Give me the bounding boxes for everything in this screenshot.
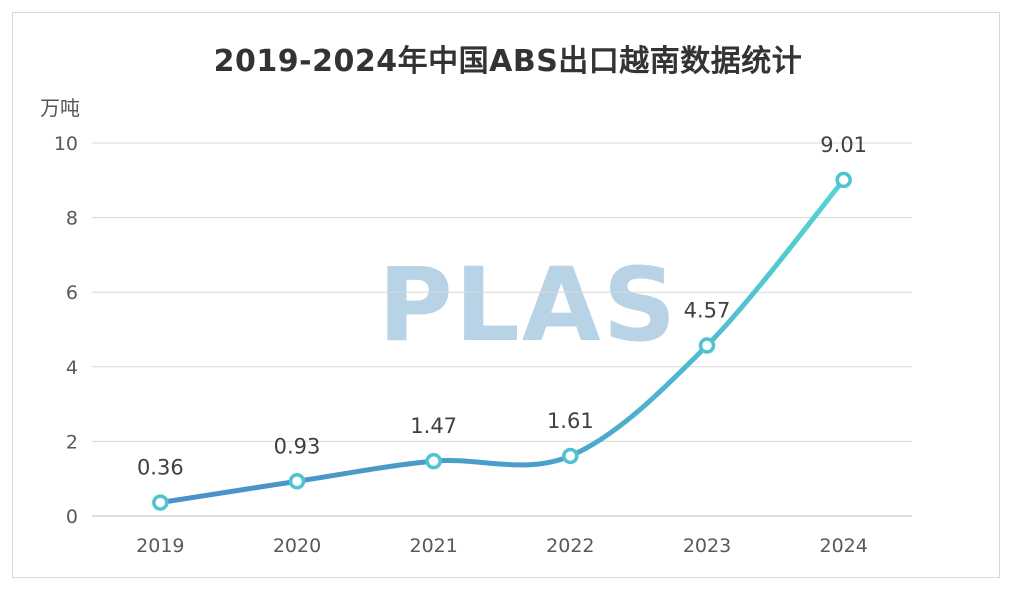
chart-frame [12, 12, 1000, 578]
x-tick-label: 2020 [273, 535, 321, 557]
data-point-marker[interactable] [288, 473, 306, 490]
x-tick-label: 2024 [819, 535, 867, 557]
chart-title: 2019-2024年中国ABS出口越南数据统计 [213, 44, 803, 79]
data-point-marker[interactable] [152, 494, 169, 511]
watermark-logo: PLAS [378, 246, 678, 365]
y-tick-label: 0 [66, 506, 78, 528]
y-axis-unit-label: 万吨 [40, 96, 80, 120]
data-label: 4.57 [684, 299, 731, 323]
x-tick-label: 2021 [409, 535, 457, 557]
data-point-marker[interactable] [835, 171, 852, 189]
y-tick-label: 8 [66, 208, 78, 230]
data-point-marker[interactable] [425, 452, 442, 470]
data-label: 1.47 [410, 414, 457, 438]
data-label: 1.61 [547, 409, 594, 433]
data-label: 0.36 [137, 456, 184, 480]
x-tick-label: 2019 [136, 535, 184, 557]
data-point-marker[interactable] [562, 447, 579, 465]
data-label: 9.01 [820, 133, 867, 157]
data-point-marker[interactable] [698, 337, 716, 354]
y-tick-label: 6 [66, 282, 78, 304]
y-tick-label: 10 [54, 133, 78, 155]
data-label: 0.93 [274, 434, 321, 458]
x-tick-label: 2023 [683, 535, 731, 557]
y-tick-label: 4 [66, 357, 78, 379]
y-tick-label: 2 [66, 431, 78, 453]
x-tick-label: 2022 [546, 535, 594, 557]
